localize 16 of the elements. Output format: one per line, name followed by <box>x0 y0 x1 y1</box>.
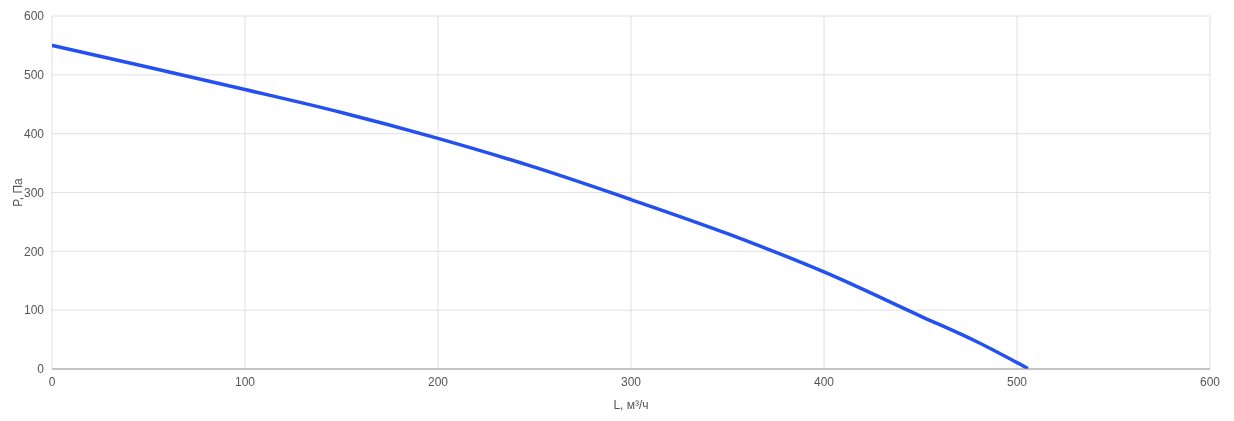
x-tick-label: 200 <box>427 374 449 389</box>
x-tick-label: 400 <box>813 374 835 389</box>
x-tick-label: 100 <box>234 374 256 389</box>
y-tick-label: 200 <box>23 244 45 259</box>
x-tick-label: 500 <box>1006 374 1028 389</box>
y-tick-label: 600 <box>23 9 45 24</box>
x-tick-label: 300 <box>620 374 642 389</box>
line-series <box>52 43 1029 369</box>
y-tick-label: 100 <box>23 303 45 318</box>
x-tick-label: 0 <box>48 374 56 389</box>
y-tick-label: 300 <box>23 185 45 200</box>
y-tick-label: 0 <box>37 362 45 377</box>
x-axis-title: L, м³/ч <box>613 398 649 412</box>
y-tick-label: 500 <box>23 68 45 83</box>
x-tick-label: 600 <box>1199 374 1221 389</box>
y-tick-label: 400 <box>23 126 45 141</box>
